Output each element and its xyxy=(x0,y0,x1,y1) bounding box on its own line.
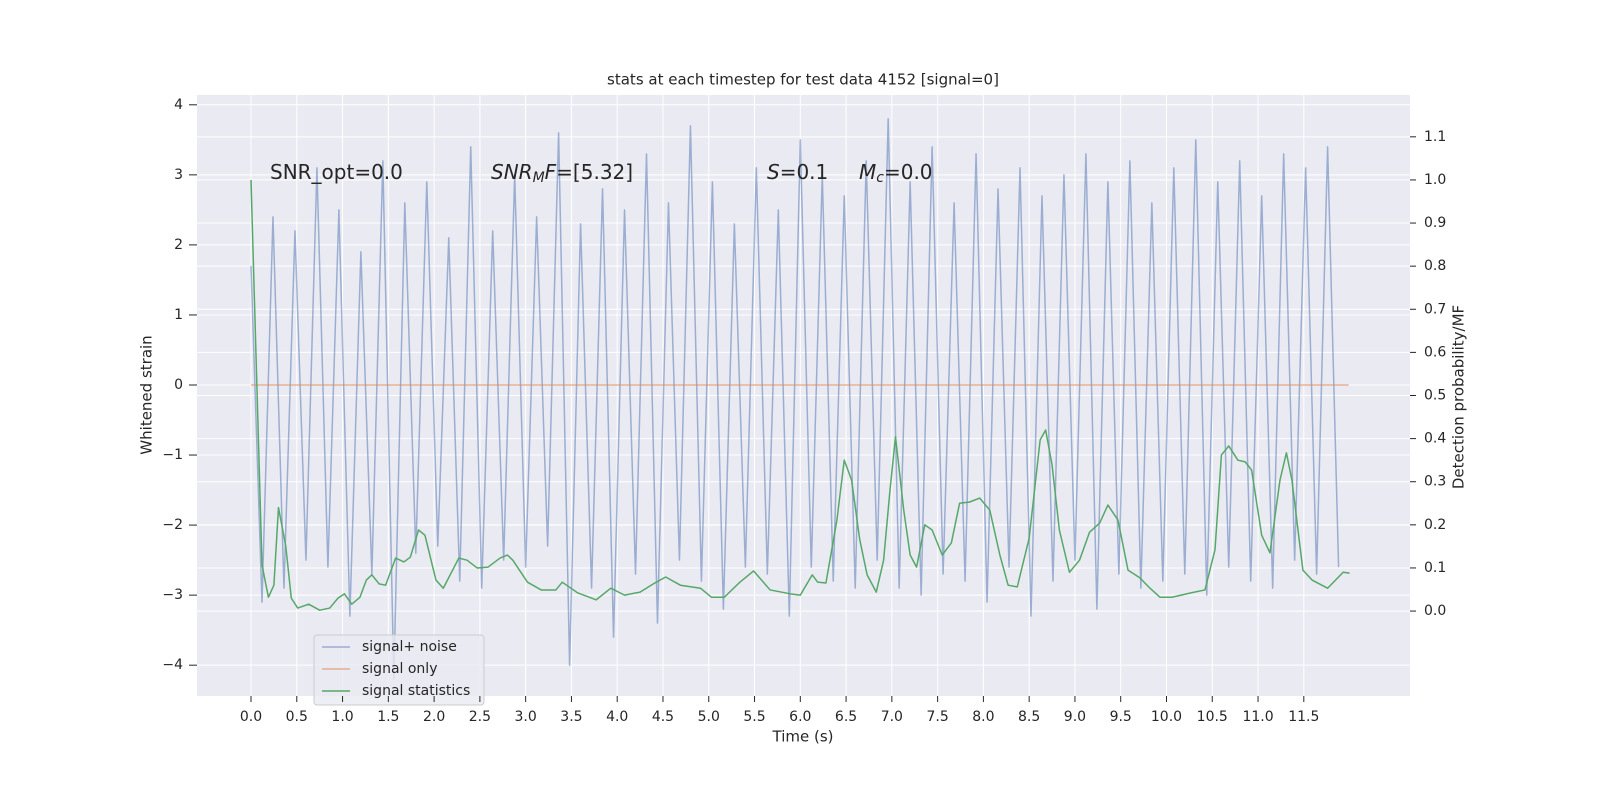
y-tick-label: −1 xyxy=(162,447,183,463)
x-tick-label: 8.0 xyxy=(972,709,994,725)
y2-tick-label: 0.5 xyxy=(1424,388,1446,404)
legend-box xyxy=(313,634,485,706)
x-tick-label: 10.5 xyxy=(1197,709,1228,725)
x-tick-label: 3.5 xyxy=(560,709,582,725)
annotation-part: M xyxy=(533,170,545,186)
chart-title: stats at each timestep for test data 415… xyxy=(607,71,999,89)
x-tick-label: 4.0 xyxy=(606,709,628,725)
x-tick-label: 2.5 xyxy=(469,709,491,725)
annotation-part: SNR xyxy=(491,160,533,184)
x-tick-label: 6.0 xyxy=(789,709,811,725)
y2-tick-label: 0.9 xyxy=(1424,215,1446,231)
series-line xyxy=(250,179,1350,611)
x-tick-label: 11.0 xyxy=(1242,709,1273,725)
y-tick-label: 4 xyxy=(174,97,183,113)
y-tick-label: 1 xyxy=(174,307,183,323)
y2-tick-label: 0.7 xyxy=(1424,301,1446,317)
annotation-part: S xyxy=(767,160,780,184)
x-tick-label: 0.0 xyxy=(240,709,262,725)
legend-label: signal+ noise xyxy=(362,639,457,655)
y2-axis-label: Detection probability/MF xyxy=(1450,305,1468,489)
y2-tick-label: 0.2 xyxy=(1424,517,1446,533)
annotation-part: =[5.32] xyxy=(556,160,633,184)
y2-tick-label: 0.0 xyxy=(1424,603,1446,619)
x-tick-label: 11.5 xyxy=(1288,709,1319,725)
annotation-part: =0.1 xyxy=(780,160,829,184)
y2-tick-label: 1.1 xyxy=(1424,129,1446,145)
x-tick-label: 2.0 xyxy=(423,709,445,725)
y-tick-label: −3 xyxy=(162,587,183,603)
y2-tick-label: 0.6 xyxy=(1424,344,1446,360)
annotation: SNR_opt=0.0 xyxy=(270,160,403,184)
y-tick-label: 3 xyxy=(174,167,183,183)
annotation-part: =0.0 xyxy=(884,160,933,184)
annotation-part: SNR_opt=0.0 xyxy=(270,160,403,184)
x-tick-label: 9.0 xyxy=(1064,709,1086,725)
annotation: Mc=0.0 xyxy=(859,160,933,187)
x-tick-label: 0.5 xyxy=(286,709,308,725)
x-tick-label: 5.0 xyxy=(698,709,720,725)
x-tick-label: 5.5 xyxy=(743,709,765,725)
y2-tick-label: 0.1 xyxy=(1424,560,1446,576)
y2-tick-label: 0.4 xyxy=(1424,431,1446,447)
x-tick-label: 8.5 xyxy=(1018,709,1040,725)
y-tick-label: −2 xyxy=(162,517,183,533)
y2-tick-label: 0.3 xyxy=(1424,474,1446,490)
annotation: S=0.1 xyxy=(767,160,828,184)
annotation-part: M xyxy=(859,160,876,184)
annotation-part: F xyxy=(545,160,557,184)
x-tick-label: 7.0 xyxy=(881,709,903,725)
annotation-part: c xyxy=(876,170,884,186)
x-tick-label: 10.0 xyxy=(1151,709,1182,725)
y-axis-label: Whitened strain xyxy=(138,335,156,454)
legend-label: signal statistics xyxy=(362,683,470,699)
y-tick-label: −4 xyxy=(162,657,183,673)
y2-tick-label: 1.0 xyxy=(1424,172,1446,188)
y2-tick-label: 0.8 xyxy=(1424,258,1446,274)
x-tick-label: 1.0 xyxy=(331,709,353,725)
x-tick-label: 4.5 xyxy=(652,709,674,725)
legend-label: signal only xyxy=(362,661,437,677)
x-tick-label: 7.5 xyxy=(926,709,948,725)
annotation: SNRMF=[5.32] xyxy=(491,160,633,187)
y-tick-label: 2 xyxy=(174,237,183,253)
x-axis-label: Time (s) xyxy=(772,728,834,746)
x-tick-label: 1.5 xyxy=(377,709,399,725)
x-tick-label: 3.0 xyxy=(515,709,537,725)
x-tick-label: 6.5 xyxy=(835,709,857,725)
series-line xyxy=(250,118,1340,680)
y-tick-label: 0 xyxy=(174,377,183,393)
x-tick-label: 9.5 xyxy=(1110,709,1132,725)
